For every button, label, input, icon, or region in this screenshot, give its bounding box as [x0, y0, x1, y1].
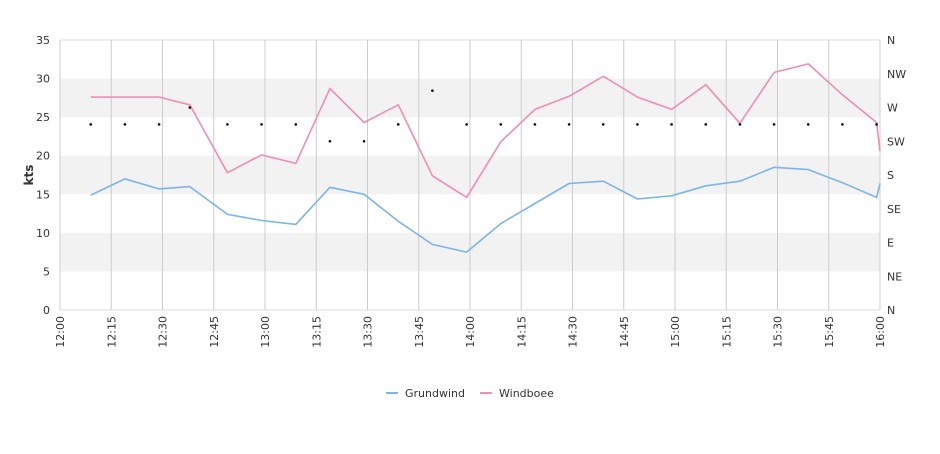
- direction-point: [738, 123, 742, 126]
- y2-tick-label: E: [887, 237, 894, 250]
- legend-item-grundwind[interactable]: Grundwind: [386, 387, 465, 400]
- y-tick-label: 5: [43, 265, 50, 278]
- legend-item-windboee[interactable]: Windboee: [480, 387, 554, 400]
- direction-point: [499, 123, 503, 126]
- x-tick-label: 13:30: [362, 316, 375, 348]
- direction-point: [188, 106, 192, 109]
- y2-tick-label: W: [887, 102, 898, 115]
- direction-point: [670, 123, 673, 126]
- direction-point: [772, 123, 776, 126]
- y2-tick-label: N: [887, 34, 895, 47]
- x-tick-label: 15:00: [669, 316, 682, 348]
- y2-axis-ticks: N NE E SE S SW W NW N: [887, 34, 906, 317]
- x-axis-ticks: 12:00 12:15 12:30 12:45 13:00 13:15 13:30 13:45…: [54, 316, 887, 348]
- y-tick-label: 35: [36, 34, 50, 47]
- legend-label: Windboee: [499, 387, 554, 400]
- y-tick-label: 30: [36, 73, 50, 86]
- direction-point: [157, 123, 161, 126]
- x-tick-label: 15:15: [720, 316, 733, 348]
- y2-tick-label: SW: [887, 135, 905, 148]
- direction-point: [806, 123, 810, 126]
- direction-point: [533, 123, 537, 126]
- y-tick-label: 15: [36, 188, 50, 201]
- direction-point: [226, 123, 229, 126]
- direction-point: [875, 123, 878, 126]
- legend[interactable]: Grundwind Windboee: [386, 387, 554, 400]
- direction-point: [89, 123, 93, 126]
- y2-tick-label: SE: [887, 203, 901, 216]
- direction-points: [89, 89, 878, 143]
- series-line-windboee: [90, 63, 881, 199]
- x-tick-label: 15:45: [823, 316, 836, 348]
- x-tick-label: 12:15: [105, 316, 118, 348]
- x-tick-label: 16:00: [874, 316, 887, 348]
- direction-point: [294, 123, 298, 126]
- x-tick-label: 13:45: [413, 316, 426, 348]
- direction-point: [601, 123, 605, 126]
- y-axis-ticks: 0 5 10 15 20 25 30 35: [36, 34, 50, 317]
- x-tick-label: 14:30: [567, 316, 580, 348]
- x-tick-label: 12:45: [208, 316, 221, 348]
- direction-point: [362, 139, 366, 143]
- direction-point: [567, 123, 571, 126]
- x-tick-label: 14:15: [515, 316, 528, 348]
- direction-point: [704, 123, 708, 126]
- direction-point: [841, 123, 844, 126]
- direction-point: [431, 89, 434, 92]
- direction-point: [465, 123, 468, 126]
- x-tick-label: 14:00: [464, 316, 477, 348]
- vertical-gridlines: [59, 40, 881, 310]
- legend-label: Grundwind: [405, 387, 465, 400]
- y-tick-label: 0: [43, 304, 50, 317]
- y2-tick-label: N: [887, 304, 895, 317]
- y-axis-label: kts: [22, 165, 36, 186]
- y2-tick-label: NW: [887, 68, 906, 81]
- y-tick-label: 10: [36, 227, 50, 240]
- y2-tick-label: NE: [887, 270, 902, 283]
- direction-point: [636, 123, 639, 126]
- direction-point: [123, 123, 127, 126]
- y-tick-label: 20: [36, 150, 50, 163]
- direction-point: [328, 139, 332, 143]
- x-tick-label: 12:00: [54, 316, 67, 348]
- series-lines: [90, 63, 881, 253]
- x-tick-label: 13:00: [259, 316, 272, 348]
- direction-point: [260, 123, 263, 126]
- y2-tick-label: S: [887, 169, 894, 182]
- x-tick-label: 12:30: [157, 316, 170, 348]
- series-line-grundwind: [90, 166, 881, 253]
- y-tick-label: 25: [36, 111, 50, 124]
- direction-point: [396, 123, 400, 126]
- x-tick-label: 15:30: [772, 316, 785, 348]
- x-tick-label: 14:45: [618, 316, 631, 348]
- x-tick-label: 13:15: [310, 316, 323, 348]
